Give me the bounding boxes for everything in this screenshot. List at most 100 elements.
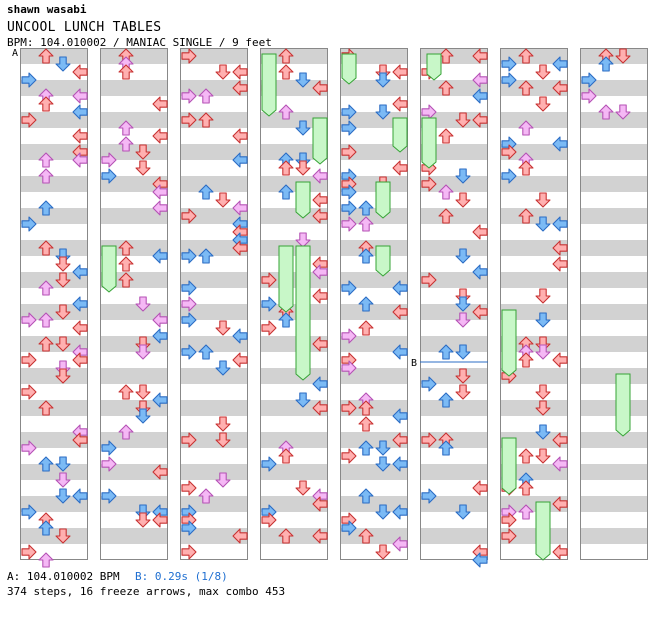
beat-stripe [500, 368, 568, 384]
beat-stripe [100, 144, 168, 160]
marker-a: A [12, 48, 18, 59]
beat-stripe [500, 528, 568, 544]
column-border [500, 48, 568, 560]
beat-stripe [260, 240, 328, 256]
beat-stripe [100, 240, 168, 256]
beat-stripe [500, 176, 568, 192]
beat-stripe [580, 176, 648, 192]
beat-stripe [100, 528, 168, 544]
beat-stripe [420, 432, 488, 448]
beat-stripe [420, 272, 488, 288]
beat-stripe [100, 208, 168, 224]
freeze-arrow [392, 117, 408, 153]
beat-stripe [20, 208, 88, 224]
beat-stripe [260, 464, 328, 480]
chart-column [340, 48, 408, 560]
beat-stripe [260, 208, 328, 224]
beat-stripe [420, 496, 488, 512]
beat-stripe [580, 368, 648, 384]
beat-stripe [340, 432, 408, 448]
beat-stripe [580, 240, 648, 256]
beat-stripe [580, 48, 648, 64]
beat-stripe [340, 528, 408, 544]
beat-stripe [580, 400, 648, 416]
column-border [180, 48, 248, 560]
beat-stripe [260, 400, 328, 416]
freeze-arrow [421, 117, 437, 169]
freeze-arrow [101, 245, 117, 293]
beat-stripe [500, 464, 568, 480]
chart-column [20, 48, 88, 560]
beat-stripe [100, 112, 168, 128]
beat-stripe [180, 208, 248, 224]
beat-stripe [420, 528, 488, 544]
beat-stripe [580, 432, 648, 448]
chart-stats: 374 steps, 16 freeze arrows, max combo 4… [7, 585, 286, 598]
song-artist: shawn wasabi [7, 3, 87, 16]
beat-stripe [180, 368, 248, 384]
beat-stripe [500, 272, 568, 288]
beat-stripe [580, 336, 648, 352]
beat-stripe [500, 432, 568, 448]
beat-stripe [420, 112, 488, 128]
beat-stripe [580, 496, 648, 512]
column-border [260, 48, 328, 560]
freeze-arrow [278, 245, 294, 313]
beat-stripe [100, 496, 168, 512]
freeze-arrow [501, 309, 517, 377]
beat-stripe [260, 432, 328, 448]
chart-column [100, 48, 168, 560]
beat-stripe [180, 176, 248, 192]
beat-stripe [340, 272, 408, 288]
beat-stripe [180, 496, 248, 512]
beat-stripe [420, 208, 488, 224]
beat-stripe [340, 464, 408, 480]
beat-stripe [20, 80, 88, 96]
beat-stripe [20, 496, 88, 512]
beat-stripe [260, 80, 328, 96]
freeze-arrow [312, 117, 328, 165]
beat-stripe [100, 368, 168, 384]
column-border [580, 48, 648, 560]
beat-stripe [340, 176, 408, 192]
beat-stripe [20, 176, 88, 192]
freeze-arrow [375, 181, 391, 219]
beat-stripe [420, 144, 488, 160]
beat-stripe [20, 304, 88, 320]
beat-stripe [180, 336, 248, 352]
beat-stripe [340, 336, 408, 352]
beat-stripe [420, 80, 488, 96]
beat-stripe [340, 112, 408, 128]
beat-stripe [580, 464, 648, 480]
beat-stripe [580, 272, 648, 288]
beat-stripe [500, 496, 568, 512]
beat-stripe [260, 496, 328, 512]
beat-stripe [500, 208, 568, 224]
beat-stripe [20, 368, 88, 384]
beat-stripe [420, 176, 488, 192]
chart-column [420, 48, 488, 560]
beat-stripe [500, 144, 568, 160]
beat-stripe [420, 464, 488, 480]
beat-stripe [180, 304, 248, 320]
beat-stripe [100, 176, 168, 192]
beat-stripe [500, 48, 568, 64]
beat-stripe [100, 272, 168, 288]
beat-stripe [20, 336, 88, 352]
chart-info: BPM: 104.010002 / MANIAC SINGLE / 9 feet [7, 36, 272, 49]
beat-stripe [180, 432, 248, 448]
chart-column [580, 48, 648, 560]
beat-stripe [180, 272, 248, 288]
beat-stripe [100, 336, 168, 352]
marker-b: B [411, 358, 417, 369]
beat-stripe [100, 464, 168, 480]
beat-stripe [20, 528, 88, 544]
beat-stripe [180, 80, 248, 96]
beat-stripe [260, 336, 328, 352]
beat-stripe [500, 336, 568, 352]
beat-stripe [180, 48, 248, 64]
beat-stripe [180, 240, 248, 256]
beat-stripe [20, 112, 88, 128]
beat-stripe [100, 400, 168, 416]
